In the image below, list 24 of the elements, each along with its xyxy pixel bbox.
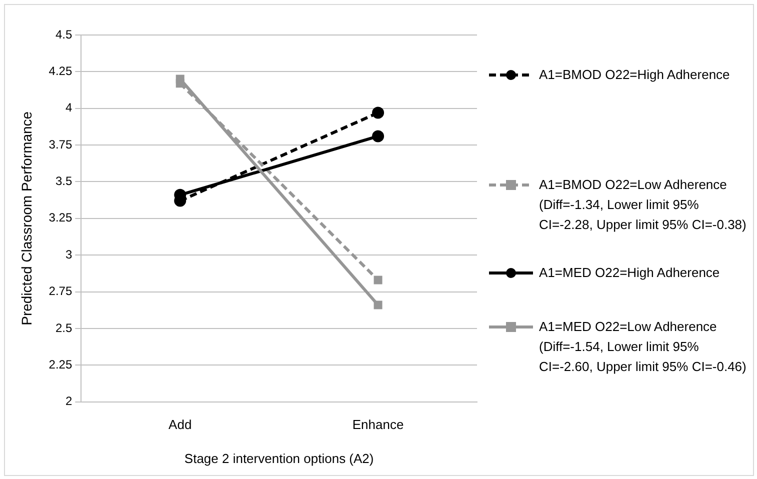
y-tick-label: 4.5 [55, 27, 72, 42]
legend-label: A1=BMOD O22=Low Adherence (Diff=-1.34, Lower limit 95% CI=-2.28, Upper limit 95% CI=-0.38) [539, 176, 748, 234]
y-tick-label: 2 [65, 394, 72, 408]
point [372, 106, 384, 119]
x-tick-label: Enhance [352, 417, 404, 432]
y-tick-label: 3 [65, 247, 72, 262]
point [374, 276, 382, 284]
point [372, 130, 384, 142]
point [374, 300, 382, 310]
y-tick-label: 4 [65, 100, 72, 115]
y-tick-label: 2.25 [48, 357, 72, 372]
legend-label: A1=BMOD O22=High Adherence [539, 66, 731, 84]
y-tick-label: 2.75 [48, 284, 72, 298]
legend-label: A1=MED O22=Low Adherence (Diff=-1.54, Lower limit 95% CI=-2.60, Upper limit 95% CI=-0.46) [539, 318, 748, 376]
x-tick-label: Add [168, 417, 192, 432]
point [176, 74, 184, 84]
y-axis-title: Predicted Classroom Performance [18, 111, 34, 326]
legend-label: A1=MED O22=High Adherence [539, 264, 721, 282]
y-tick-label: 3.25 [48, 210, 72, 225]
y-tick-label: 2.5 [55, 320, 72, 335]
y-tick-label: 3.5 [55, 174, 72, 188]
y-tick-label: 3.75 [48, 137, 72, 152]
x-axis-title: Stage 2 intervention options (A2) [184, 450, 374, 466]
y-tick-label: 4.25 [48, 64, 72, 78]
